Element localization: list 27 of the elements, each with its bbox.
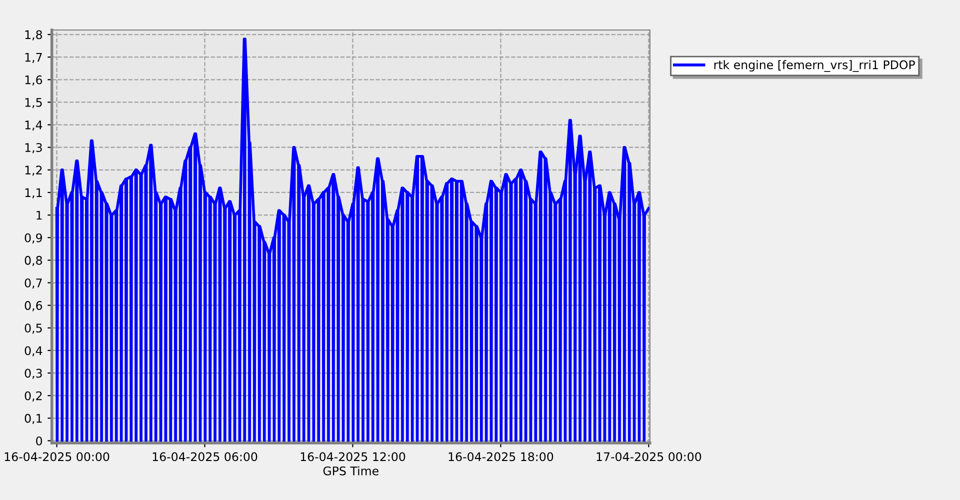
x-tick-label: 16-04-2025 00:00 (4, 452, 110, 462)
y-tick-label: 0,2 (24, 391, 42, 402)
y-tick-label: 1,8 (25, 30, 42, 40)
y-tick-label: 0,8 (24, 256, 42, 266)
y-tick-label: 0,1 (24, 414, 42, 424)
y-tick-label: 0,9 (24, 233, 42, 244)
y-tick-label: 1,3 (25, 143, 42, 154)
y-tick-label: 1,1 (25, 188, 42, 198)
x-tick-label: 16-04-2025 12:00 (300, 452, 406, 462)
y-tick-label: 0,3 (24, 368, 42, 379)
y-tick-label: 0 (36, 436, 42, 446)
y-tick-label: 1,4 (25, 120, 42, 131)
y-tick-label: 0,6 (24, 301, 42, 312)
y-tick-label: 1 (36, 210, 42, 220)
y-tick-label: 1,7 (25, 52, 42, 63)
y-tick-label: 1,5 (25, 98, 42, 108)
line-series (55, 38, 650, 442)
x-axis-title: GPS Time (323, 466, 378, 476)
y-tick-label: 1,2 (25, 166, 42, 176)
y-tick-label: 0,4 (24, 346, 42, 356)
y-tick-label: 1,6 (25, 75, 42, 86)
x-tick-label: 16-04-2025 06:00 (152, 452, 258, 462)
legend-label: rtk engine [femern_vrs]_rri1 PDOP (714, 60, 915, 72)
y-tick-label: 0,7 (24, 278, 42, 289)
y-tick-label: 0,5 (24, 324, 42, 334)
x-tick-label: 17-04-2025 00:00 (596, 452, 702, 462)
x-tick-label: 16-04-2025 18:00 (448, 452, 554, 462)
